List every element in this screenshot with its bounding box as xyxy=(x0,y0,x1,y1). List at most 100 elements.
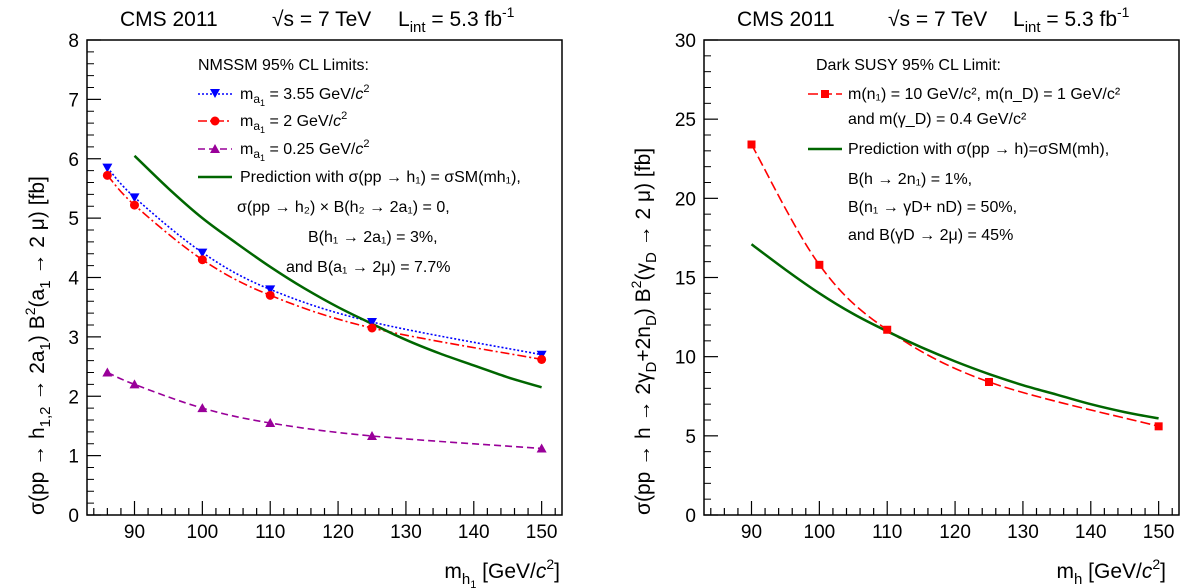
y-tick-label: 3 xyxy=(68,328,79,349)
y-tick-label: 5 xyxy=(685,427,696,448)
left-legend-swatch-marker-1 xyxy=(210,89,220,98)
right-legend-entry-prediction: Prediction with σ(pp → h)=σSM(mh), B(h →… xyxy=(808,141,1109,244)
x-tick-label: 110 xyxy=(872,522,902,543)
left-plot-frame xyxy=(86,39,563,516)
left-series-2-point-3 xyxy=(197,255,207,265)
left-legend-prediction-line-1: Prediction with σ(pp → h₁) = σSM(mh₁), xyxy=(240,169,521,186)
right-series-line-2 xyxy=(750,243,1159,420)
left-series-2-point-5 xyxy=(367,323,377,333)
right-legend-prediction-line-3: B(n₁ → γD+ nD) = 50%, xyxy=(848,199,1017,216)
left-legend-entry-2: ma1 = 2 GeV/c2 xyxy=(198,110,347,135)
y-tick-label: 10 xyxy=(675,348,696,369)
y-tick-label: 20 xyxy=(675,189,696,210)
right-legend-label-2: and m(γ_D) = 0.4 GeV/c² xyxy=(848,111,1027,128)
x-tick-label: 110 xyxy=(255,522,285,543)
left-legend-prediction-line-2: σ(pp → h₂) × B(h₂ → 2a₁) = 0, xyxy=(237,199,450,216)
left-legend-prediction-line-4: and B(a₁ → 2μ) = 7.7% xyxy=(286,259,450,276)
left-series-2-point-4 xyxy=(265,290,275,300)
y-tick-label: 7 xyxy=(68,90,79,111)
left-header-experiment: CMS 2011 xyxy=(120,8,218,31)
right-series-1-point-1 xyxy=(747,140,756,149)
y-tick-label: 2 xyxy=(68,387,79,408)
left-series-2-point-2 xyxy=(130,200,139,210)
y-tick-label: 5 xyxy=(68,209,79,230)
left-legend-swatch-marker-2 xyxy=(210,116,220,126)
left-series-1-point-2 xyxy=(129,193,140,203)
left-legend-title: NMSSM 95% CL Limits: xyxy=(198,57,369,74)
y-tick-label: 0 xyxy=(68,506,79,527)
x-tick-label: 130 xyxy=(390,522,422,543)
right-series-1-point-5 xyxy=(1154,422,1163,431)
left-series-line-4 xyxy=(133,154,542,389)
right-header-energy: √s = 7 TeV xyxy=(888,8,987,31)
x-tick-label: 90 xyxy=(741,522,762,543)
x-tick-label: 120 xyxy=(322,522,354,543)
left-header-energy: √s = 7 TeV xyxy=(272,8,371,31)
right-series-1-point-3 xyxy=(883,325,892,334)
right-y-tick-labels: 0 5 10 15 20 25 30 xyxy=(675,31,696,527)
left-series-3-point-2 xyxy=(129,379,140,389)
right-chart-panel: CMS 2011 √s = 7 TeV Lint = 5.3 fb-1 90 10… xyxy=(628,4,1180,588)
left-x-axis-label: mh1 [GeV/c2] xyxy=(444,556,560,588)
right-legend-label-1: m(n₁) = 10 GeV/c², m(n_D) = 1 GeV/c² xyxy=(848,86,1121,103)
y-tick-label: 30 xyxy=(675,31,696,52)
left-y-tick-labels: 0 1 2 3 4 5 6 7 8 xyxy=(68,31,79,527)
left-legend-prediction-line-3: B(h₁ → 2a₁) = 3%, xyxy=(308,229,438,246)
right-legend-swatch-marker xyxy=(821,90,829,98)
left-legend-label-2: ma1 = 2 GeV/c2 xyxy=(240,110,347,135)
left-series-1-point-1 xyxy=(102,163,113,173)
left-axis-ticks xyxy=(87,39,556,516)
left-y-axis-label: σ(pp → h1,2 → 2a1) B2(a1 → 2 μ) [fb] xyxy=(22,176,54,515)
right-legend-prediction-line-2: B(h → 2n₁) = 1%, xyxy=(848,171,972,188)
left-series-2-point-6 xyxy=(537,354,547,364)
left-series-3-point-4 xyxy=(265,417,276,427)
y-tick-label: 6 xyxy=(68,150,79,171)
left-chart-panel: CMS 2011 √s = 7 TeV Lint = 5.3 fb-1 90 10… xyxy=(22,4,563,588)
left-legend: NMSSM 95% CL Limits: ma1 = 3.55 GeV/c2 m… xyxy=(198,57,521,276)
x-tick-label: 100 xyxy=(804,522,836,543)
right-series-1-point-4 xyxy=(985,378,993,386)
left-legend-swatch-marker-3 xyxy=(210,144,220,153)
right-legend-entry-limit: m(n₁) = 10 GeV/c², m(n_D) = 1 GeV/c² and… xyxy=(808,86,1121,128)
y-tick-label: 1 xyxy=(68,447,79,468)
right-x-axis-label: mh [GeV/c2] xyxy=(1056,556,1166,588)
left-series-3-point-3 xyxy=(197,403,208,413)
x-tick-label: 140 xyxy=(1075,522,1107,543)
right-axis-ticks xyxy=(704,39,1173,516)
left-series-1-point-5 xyxy=(367,318,377,328)
x-tick-label: 130 xyxy=(1007,522,1039,543)
x-tick-label: 150 xyxy=(526,522,558,543)
x-tick-label: 100 xyxy=(187,522,219,543)
y-tick-label: 25 xyxy=(675,110,696,131)
x-tick-label: 150 xyxy=(1143,522,1175,543)
x-tick-label: 120 xyxy=(939,522,971,543)
left-series-1-point-4 xyxy=(265,285,276,295)
x-tick-label: 90 xyxy=(124,522,145,543)
y-tick-label: 15 xyxy=(675,269,696,290)
right-x-tick-labels: 90 100 110 120 130 140 150 xyxy=(741,522,1175,543)
y-tick-label: 8 xyxy=(68,31,79,52)
left-header-lumi: Lint = 5.3 fb-1 xyxy=(398,4,515,36)
left-legend-label-1: ma1 = 3.55 GeV/c2 xyxy=(240,83,369,108)
right-series-markers xyxy=(747,140,1163,431)
y-tick-label: 0 xyxy=(685,506,696,527)
left-legend-entry-3: ma1 = 0.25 GeV/c2 xyxy=(198,138,369,163)
left-series-3-point-6 xyxy=(536,443,547,453)
left-legend-entry-prediction: Prediction with σ(pp → h₁) = σSM(mh₁), σ… xyxy=(198,169,521,276)
right-legend: Dark SUSY 95% CL Limit: m(n₁) = 10 GeV/c… xyxy=(808,57,1121,244)
left-series-markers xyxy=(102,163,547,453)
right-series-1-point-2 xyxy=(815,260,824,269)
right-legend-title: Dark SUSY 95% CL Limit: xyxy=(816,57,1001,74)
x-tick-label: 140 xyxy=(458,522,490,543)
left-x-tick-labels: 90 100 110 120 130 140 150 xyxy=(124,522,558,543)
right-y-axis-label: σ(pp → h → 2γD+2nD) B2(γD → 2 μ) [fb] xyxy=(628,148,660,515)
left-series-3-point-5 xyxy=(367,431,377,441)
left-series-line-3 xyxy=(107,371,542,450)
right-header-experiment: CMS 2011 xyxy=(737,8,835,31)
left-series-3-point-1 xyxy=(102,367,113,377)
y-tick-label: 4 xyxy=(68,269,79,290)
right-header-lumi: Lint = 5.3 fb-1 xyxy=(1013,4,1130,36)
left-series-2-point-1 xyxy=(102,170,112,180)
right-series-lines xyxy=(750,144,1159,428)
left-series-1-point-3 xyxy=(197,248,208,258)
